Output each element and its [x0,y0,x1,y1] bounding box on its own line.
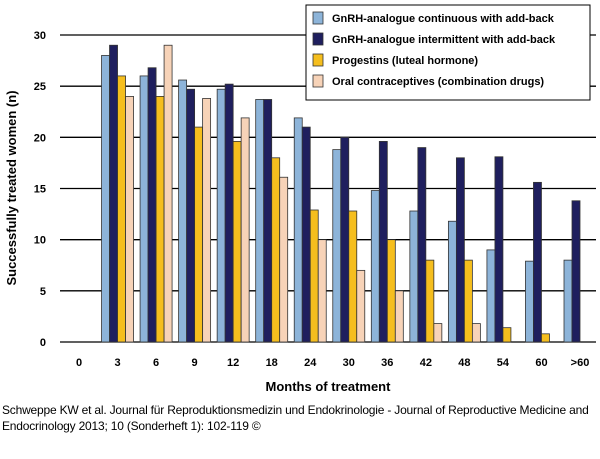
bar [155,96,165,343]
bar [563,259,573,343]
x-axis-title: Months of treatment [266,379,392,394]
y-tick-label: 10 [34,235,46,247]
x-tick-label: 3 [114,357,120,369]
bar [525,260,534,343]
x-tick-label: 54 [497,357,510,369]
bar [471,323,481,343]
bar [279,176,289,343]
legend-label: Oral contraceptives (combination drugs) [332,76,544,88]
legend-swatch [312,32,324,46]
bar [163,44,173,343]
x-tick-label: 36 [381,357,393,369]
y-tick-label: 5 [40,286,46,298]
x-tick-label: 30 [343,357,355,369]
bar [502,327,512,343]
bar [494,156,504,343]
bar [232,141,242,343]
bar [139,75,149,343]
bar [463,259,473,343]
y-axis-title: Successfully treated women (n) [4,90,19,285]
bar [386,239,396,343]
bar [301,126,311,343]
bar [486,249,496,343]
y-tick-label: 15 [34,184,46,196]
bar [332,149,342,343]
bar [425,259,435,343]
bar [271,157,281,343]
x-tick-label: 24 [304,357,317,369]
legend [305,4,591,101]
legend-swatch [312,11,324,25]
x-tick-label: 18 [266,357,278,369]
bar [109,44,118,343]
legend-label: GnRH-analogue intermittent with add-back [332,34,556,46]
bar [101,55,110,343]
bar [216,88,226,343]
y-tick-label: 25 [34,81,46,93]
bar [433,323,443,343]
x-tick-label: 12 [227,357,239,369]
legend-label: GnRH-analogue continuous with add-back [332,13,555,25]
bar [293,117,303,343]
bar [178,79,188,343]
bar [340,136,350,343]
x-tick-label: 9 [192,357,198,369]
bar [348,210,358,343]
bar [571,200,581,343]
bar [194,126,204,343]
bar [240,117,250,343]
bar [533,181,542,343]
bar [541,333,550,343]
bar [394,290,404,343]
bar [378,141,388,343]
x-tick-label: 48 [458,357,470,369]
bar [255,99,265,343]
bar [202,98,212,343]
source-caption: Schweppe KW et al. Journal für Reprodukt… [2,403,589,433]
bar [356,269,366,343]
y-tick-label: 0 [40,337,46,349]
legend-label: Progestins (luteal hormone) [332,55,478,67]
x-tick-label: 0 [76,357,82,369]
bar [186,88,196,343]
bar [409,210,419,343]
bar [447,220,457,343]
bar [370,190,380,343]
bar [417,147,427,343]
y-tick-label: 20 [34,132,46,144]
legend-swatch [312,53,324,67]
x-tick-label: 60 [535,357,547,369]
bar [263,99,273,343]
bar [125,96,134,343]
x-tick-label: >60 [571,357,590,369]
bar [309,209,319,343]
legend-swatch [312,74,324,88]
bar [224,83,234,343]
bar [117,75,126,343]
x-tick-label: 42 [420,357,432,369]
bar [147,67,157,343]
bar [317,239,327,343]
y-tick-label: 30 [34,30,46,42]
bar [455,157,465,343]
x-tick-label: 6 [153,357,159,369]
